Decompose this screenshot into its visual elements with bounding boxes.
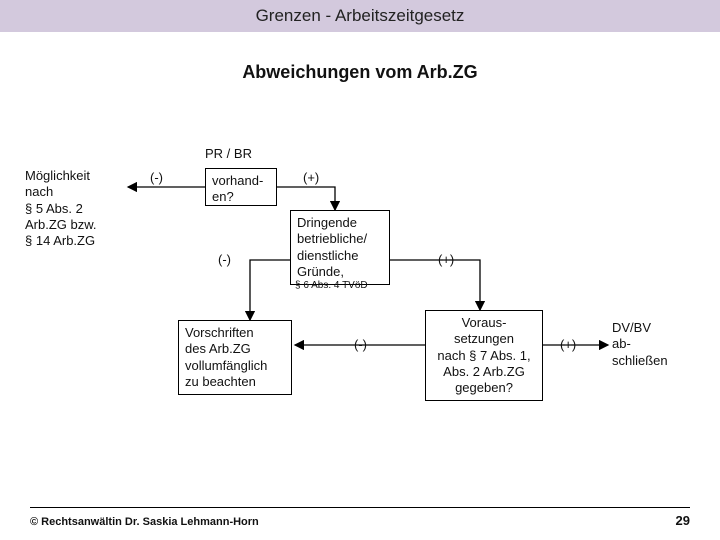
box-vorhanden: vorhand- en? xyxy=(205,168,277,206)
label-minus-2: (-) xyxy=(218,252,231,268)
label-plus-1: (+) xyxy=(303,170,319,186)
label-prbr: PR / BR xyxy=(205,146,252,162)
box-gruende-text: Dringende betriebliche/ dienstliche Grün… xyxy=(297,215,367,279)
box-voraus: Voraus- setzungen nach § 7 Abs. 1, Abs. … xyxy=(425,310,543,401)
page-number: 29 xyxy=(676,513,690,528)
label-moeglichkeit: Möglichkeit nach § 5 Abs. 2 Arb.ZG bzw. … xyxy=(25,168,125,249)
edge-vorhanden-gruende xyxy=(277,187,335,210)
box-vorhanden-text: vorhand- en? xyxy=(212,173,263,204)
edge-gruende-vorschriften xyxy=(250,260,290,320)
subtitle: Abweichungen vom Arb.ZG xyxy=(0,62,720,83)
box-vorschriften: Vorschriften des Arb.ZG vollumfänglich z… xyxy=(178,320,292,395)
box-gruende: Dringende betriebliche/ dienstliche Grün… xyxy=(290,210,390,285)
label-tvod: § 6 Abs. 4 TVöD xyxy=(295,280,368,293)
footer-divider xyxy=(30,507,690,508)
label-minus-3: (-) xyxy=(354,337,367,353)
box-voraus-text: Voraus- setzungen nach § 7 Abs. 1, Abs. … xyxy=(437,315,530,395)
page-title: Grenzen - Arbeitszeitgesetz xyxy=(256,6,465,25)
box-vorschriften-text: Vorschriften des Arb.ZG vollumfänglich z… xyxy=(185,325,267,389)
label-dvbv: DV/BV ab- schließen xyxy=(612,320,702,369)
label-plus-2: (+) xyxy=(438,252,454,268)
title-bar: Grenzen - Arbeitszeitgesetz xyxy=(0,0,720,32)
flowchart: PR / BR vorhand- en? Möglichkeit nach § … xyxy=(0,140,720,480)
label-plus-3: (+) xyxy=(560,337,576,353)
edge-gruende-voraus xyxy=(390,260,480,310)
label-minus-1: (-) xyxy=(150,170,163,186)
footer-copyright: © Rechtsanwältin Dr. Saskia Lehmann-Horn xyxy=(30,516,259,528)
